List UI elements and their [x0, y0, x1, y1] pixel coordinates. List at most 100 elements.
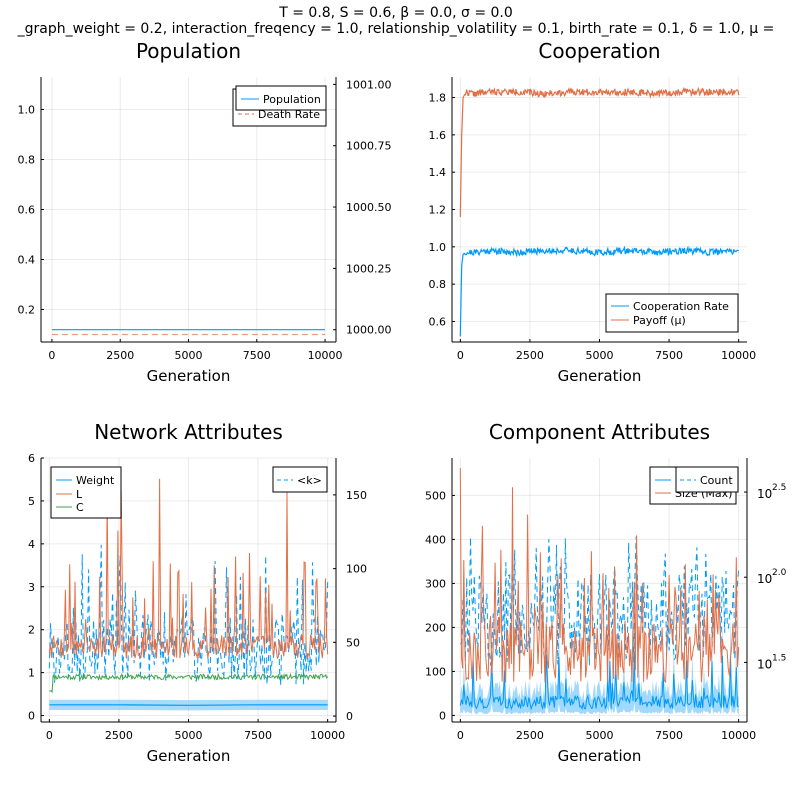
y-tick-label: 1.2	[429, 204, 447, 217]
mean-degree-line	[48, 544, 329, 685]
x-tick-label: 7500	[244, 729, 272, 742]
y2-tick-label: 1001.00	[346, 78, 392, 91]
y-tick-label: 0.8	[429, 278, 447, 291]
x-tick-label: 10000	[721, 729, 756, 742]
y-tick-label: 4	[28, 538, 35, 551]
legend-box-right	[675, 466, 739, 493]
y-tick-label: 0.6	[18, 204, 36, 217]
plot-area	[459, 467, 740, 715]
y-tick-label: 1.0	[18, 104, 36, 117]
y2-tick-label: 50	[346, 636, 360, 649]
legend-box-left	[235, 85, 327, 111]
y2-tick-label: 1000.25	[346, 262, 392, 275]
y2-tick-label: 1000.50	[346, 201, 392, 214]
legend-label-c: C	[76, 501, 84, 514]
y2-tick-label: 10	[757, 572, 772, 586]
y2-tick-exponent: 2.5	[772, 483, 786, 493]
y-tick-label: 200	[425, 621, 446, 634]
x-tick-label: 5000	[586, 729, 614, 742]
x-tick-label: 7500	[655, 349, 683, 362]
x-tick-label: 7500	[243, 349, 271, 362]
l-line	[48, 478, 329, 660]
y-tick-label: 1	[28, 667, 35, 680]
panel-2: 0 2500 5000 7500 100000123456050100150Networ…	[28, 420, 367, 765]
legend-label-weight: Weight	[76, 474, 115, 487]
x-tick-label: 0	[46, 729, 53, 742]
legend-label-population: Population	[263, 93, 321, 106]
y-tick-label: 500	[425, 489, 446, 502]
y2-tick-label: 150	[346, 489, 367, 502]
legend-label-l: L	[76, 488, 83, 501]
chart-title: Cooperation	[538, 39, 660, 63]
legend-label-count: Count	[700, 474, 733, 487]
y-tick-label: 0.4	[18, 254, 36, 267]
y-tick-label: 0.8	[18, 154, 36, 167]
figure-title-line-2: _graph_weight = 0.2, interaction_freqenc…	[17, 21, 775, 37]
x-tick-label: 10000	[721, 349, 756, 362]
y-tick-label: 100	[425, 665, 446, 678]
y-tick-label: 0	[439, 709, 446, 722]
chart-title: Component Attributes	[489, 420, 710, 444]
legend-box	[605, 293, 739, 333]
y2-tick-label: 10	[757, 657, 772, 671]
x-tick-label: 7500	[655, 729, 683, 742]
x-tick-label: 2500	[516, 729, 544, 742]
legend-label-mean-degree: <k>	[297, 474, 322, 487]
y-tick-label: 1.0	[429, 241, 447, 254]
x-tick-label: 10000	[308, 349, 343, 362]
x-tick-label: 0	[457, 729, 464, 742]
y-tick-label: 1.4	[429, 166, 447, 179]
c-line	[49, 672, 329, 694]
y-tick-label: 0.6	[429, 315, 447, 328]
figure-title-line-1: T = 0.8, S = 0.6, β = 0.0, σ = 0.0	[278, 5, 513, 21]
x-axis-label: Generation	[558, 747, 642, 765]
payoff-line	[459, 86, 740, 218]
x-tick-label: 10000	[310, 729, 345, 742]
count-line	[460, 536, 740, 666]
y2-tick-label: 1000.75	[346, 140, 392, 153]
plot-area	[51, 329, 326, 336]
y-tick-label: 0.2	[18, 304, 36, 317]
x-axis-label: Generation	[558, 367, 642, 385]
y2-tick-label: 10	[757, 487, 772, 501]
chart-title: Population	[136, 39, 241, 63]
y2-tick-label: 100	[346, 563, 367, 576]
panel-0: 0 2500 5000 7500 10000 0.2 0.4 0.6 0.8 1.0 1000.00…	[18, 39, 392, 385]
x-tick-label: 5000	[175, 729, 203, 742]
plot-area	[48, 478, 329, 711]
x-tick-label: 2500	[106, 349, 134, 362]
size-mean-line	[459, 651, 739, 711]
legend-label-payoff: Payoff (μ)	[633, 314, 686, 327]
y2-tick-label: 0	[346, 710, 353, 723]
y-tick-label: 1.6	[429, 129, 447, 142]
panel-1: 0 2500 5000 7500 10000 0.6 0.8 1.0 1.2 1.4 1.6 1.8 C…	[429, 39, 757, 385]
y-tick-label: 3	[28, 581, 35, 594]
x-tick-label: 0	[457, 349, 464, 362]
weight-line	[49, 704, 328, 706]
x-axis-label: Generation	[147, 747, 231, 765]
legend-label-death-rate: Death Rate	[258, 108, 320, 121]
size-max-line	[459, 467, 740, 684]
legend-box-left	[50, 466, 122, 519]
y-tick-label: 0	[28, 710, 35, 723]
legend-label-cooperation-rate: Cooperation Rate	[633, 300, 729, 313]
x-tick-label: 5000	[175, 349, 203, 362]
x-axis-label: Generation	[147, 367, 231, 385]
x-tick-label: 0	[48, 349, 55, 362]
y-tick-label: 400	[425, 533, 446, 546]
y-tick-label: 300	[425, 577, 446, 590]
cooperation-rate-line	[459, 245, 739, 337]
x-tick-label: 2500	[516, 349, 544, 362]
y2-tick-exponent: 2.0	[772, 568, 787, 578]
plot-area	[459, 86, 740, 337]
x-tick-label: 5000	[586, 349, 614, 362]
legend-box-right	[272, 466, 328, 493]
y-tick-label: 2	[28, 624, 35, 637]
y-tick-label: 1.8	[429, 92, 447, 105]
y2-tick-label: 1000.00	[346, 324, 392, 337]
y2-tick-exponent: 1.5	[772, 653, 786, 663]
y-tick-label: 6	[28, 452, 35, 465]
chart-title: Network Attributes	[94, 420, 283, 444]
